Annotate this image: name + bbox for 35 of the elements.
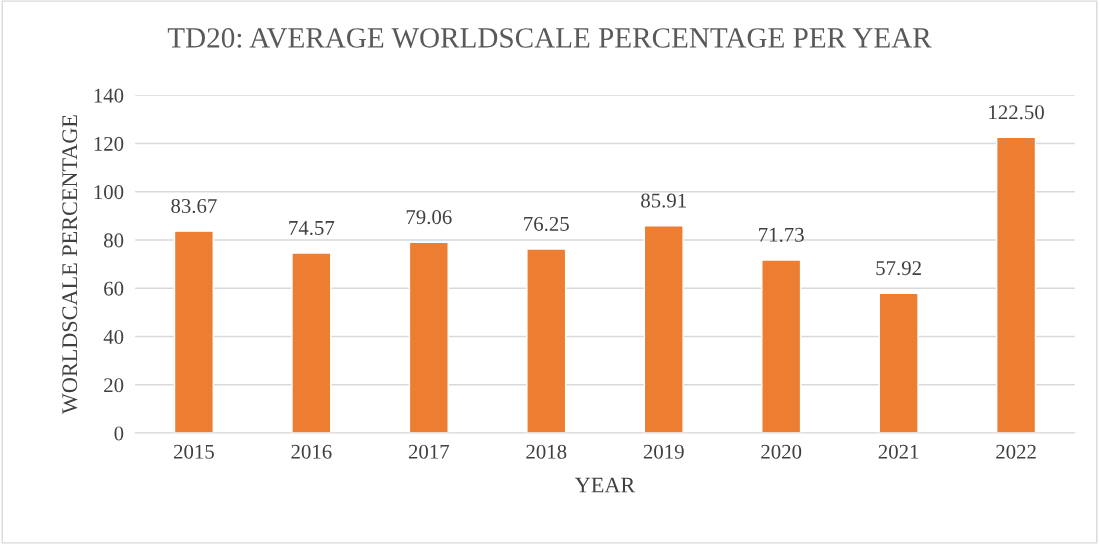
data-label: 74.57 [289,221,335,236]
x-tick-label: 2022 [996,444,1036,459]
data-label: 76.25 [524,216,569,231]
bar [761,259,802,434]
y-tick-label: 60 [104,281,124,296]
y-tick-label: 140 [94,88,124,103]
bar [173,230,214,434]
data-label: 83.67 [171,198,217,214]
x-tick-label: 2021 [878,444,919,459]
x-tick-label: 2018 [526,444,567,459]
x-tick-label: 2019 [643,444,684,459]
data-label: 57.92 [876,261,921,276]
y-tick-label: 120 [94,136,124,151]
y-tick-label: 80 [104,233,124,248]
data-label: 85.91 [641,193,686,208]
x-tick-label: 2020 [761,444,802,459]
x-tick-label: 2015 [173,444,214,459]
x-axis-title: YEAR [575,477,636,493]
bar [526,248,567,434]
bar [996,136,1037,434]
bar [643,225,684,434]
bar [878,292,919,434]
bar [408,241,449,434]
y-tick-label: 0 [114,426,124,441]
y-tick-label: 40 [103,329,124,344]
bar [291,252,332,434]
data-label: 71.73 [759,227,804,242]
chart-title: TD20: AVERAGE WORLDSCALE PERCENTAGE PER YEAR [167,28,932,48]
y-axis-title: WORLDSCALE PERCENTAGE [62,115,78,415]
x-tick-label: 2016 [291,444,332,459]
data-label: 79.06 [406,210,452,225]
data-label: 122.50 [989,105,1044,120]
y-tick-label: 100 [94,185,124,200]
y-tick-label: 20 [104,378,124,393]
x-tick-label: 2017 [408,444,450,459]
